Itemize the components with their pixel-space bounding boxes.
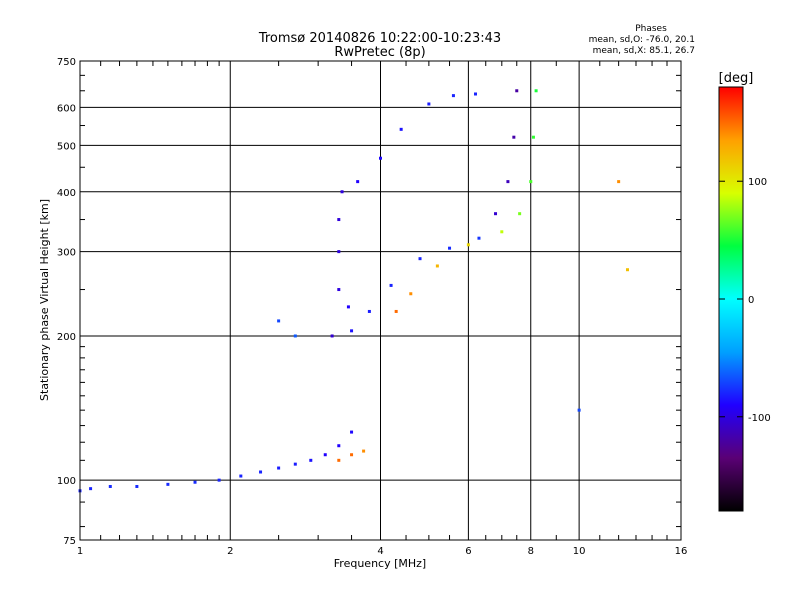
data-point — [531, 135, 535, 139]
data-point — [323, 453, 327, 457]
plot-area: 1 2 4 6 8 10 16 75 100 200 300 400 500 600 750 — [57, 57, 687, 557]
data-point — [451, 94, 455, 98]
data-point — [337, 458, 341, 462]
colorbar-tick-label: 0 — [748, 295, 754, 306]
minor-ticks — [80, 61, 681, 540]
data-point — [515, 89, 519, 93]
x-axis-label: Frequency [MHz] — [334, 557, 426, 570]
data-point — [448, 246, 452, 250]
plot-frame — [79, 60, 682, 541]
data-point — [293, 334, 297, 338]
data-point — [577, 408, 581, 412]
grid-lines — [80, 61, 681, 540]
data-point — [494, 212, 498, 216]
data-point — [350, 430, 354, 434]
data-point — [309, 458, 313, 462]
phases-x-stats: mean, sd,X: 85.1, 26.7 — [593, 46, 695, 56]
phases-o-stats: mean, sd,O: -76.0, 20.1 — [589, 35, 695, 45]
data-point — [217, 478, 221, 482]
y-tick-label: 750 — [57, 57, 76, 68]
data-point — [277, 319, 281, 323]
data-point — [337, 250, 341, 254]
y-tick-labels: 75 100 200 300 400 500 600 750 — [57, 57, 76, 547]
data-point — [277, 466, 281, 470]
data-point — [89, 487, 93, 491]
data-point — [337, 288, 341, 292]
data-point — [399, 127, 403, 131]
data-point — [518, 212, 522, 216]
colorbar-tick-label: -100 — [748, 413, 771, 424]
colorbar-unit-label: [deg] — [719, 71, 754, 86]
data-point — [506, 180, 510, 184]
data-point — [350, 329, 354, 333]
y-tick-label: 100 — [57, 476, 76, 487]
colorbar-ticks: 100 0 -100 — [719, 177, 771, 424]
data-point — [435, 264, 439, 268]
data-point — [534, 89, 538, 93]
x-tick-label: 1 — [77, 546, 83, 557]
data-point — [259, 470, 263, 474]
y-tick-label: 200 — [57, 332, 76, 343]
data-point — [529, 180, 533, 184]
x-tick-label: 8 — [528, 546, 534, 557]
data-point — [477, 236, 481, 240]
data-point — [108, 484, 112, 488]
data-point — [473, 92, 477, 96]
data-point — [166, 482, 170, 486]
y-tick-label: 75 — [63, 536, 76, 547]
phases-title: Phases — [635, 24, 667, 34]
data-point — [193, 480, 197, 484]
data-point — [418, 257, 422, 261]
data-point — [337, 444, 341, 448]
y-tick-label: 600 — [57, 103, 76, 114]
data-point — [135, 484, 139, 488]
x-tick-label: 10 — [573, 546, 586, 557]
data-point — [466, 243, 470, 247]
colorbar-tick-label: 100 — [748, 177, 767, 188]
data-point — [350, 453, 354, 457]
data-point — [394, 309, 398, 313]
phase-colorbar: [deg] 100 0 -100 — [718, 71, 771, 512]
chart-title: Tromsø 20140826 10:22:00-10:23:43 — [258, 31, 501, 46]
data-point — [512, 135, 516, 139]
data-point — [625, 268, 629, 272]
data-point — [500, 230, 504, 234]
data-point — [346, 305, 350, 309]
y-tick-label: 400 — [57, 188, 76, 199]
data-point — [367, 309, 371, 313]
y-tick-label: 300 — [57, 248, 76, 259]
y-axis-label: Stationary phase Virtual Height [km] — [38, 199, 51, 401]
x-tick-label: 16 — [675, 546, 688, 557]
data-point — [337, 218, 341, 222]
data-point — [427, 102, 431, 106]
data-point — [330, 334, 334, 338]
data-point — [389, 283, 393, 287]
data-point — [409, 292, 413, 296]
data-point — [340, 190, 344, 194]
data-point — [362, 449, 366, 453]
data-point — [379, 156, 382, 160]
data-point — [293, 462, 297, 466]
data-points — [78, 89, 629, 493]
x-tick-labels: 1 2 4 6 8 10 16 — [77, 546, 688, 557]
data-point — [239, 474, 243, 478]
x-tick-label: 2 — [227, 546, 233, 557]
data-point — [617, 180, 621, 184]
y-tick-label: 500 — [57, 141, 76, 152]
chart-subtitle: RwPretec (8p) — [334, 45, 425, 60]
data-point — [356, 180, 360, 184]
x-tick-label: 6 — [465, 546, 471, 557]
x-tick-label: 4 — [377, 546, 383, 557]
